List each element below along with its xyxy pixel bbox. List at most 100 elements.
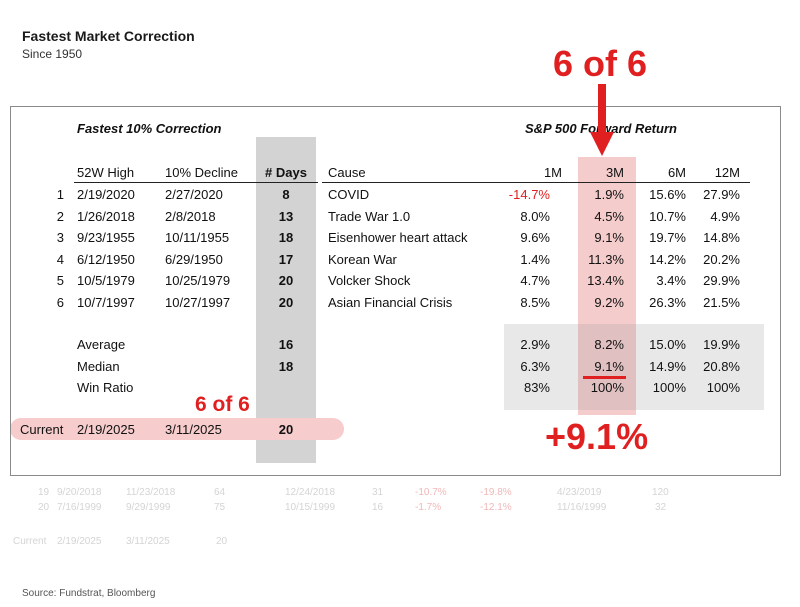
row-12m-return: 29.9%: [703, 273, 740, 288]
summary-12m-average: 19.9%: [703, 337, 740, 352]
source-note: Source: Fundstrat, Bloomberg: [22, 588, 156, 599]
page-title: Fastest Market Correction: [22, 28, 195, 44]
row-1m-return: -14.7%: [508, 187, 550, 202]
median-underline: [583, 376, 626, 379]
row-rank: 3: [56, 230, 64, 245]
row-days: 18: [278, 230, 294, 245]
row-10pct-decline: 10/27/1997: [165, 294, 231, 310]
row-1m-return: 1.4%: [520, 251, 550, 267]
row-6m-return: 10.7%: [649, 208, 686, 224]
row-3m-return: 1.9%: [594, 187, 624, 202]
ghost-n: 16: [372, 502, 384, 513]
row-cause: Asian Financial Crisis: [328, 294, 453, 310]
ghost-decline: 11/23/2018: [126, 487, 176, 498]
summary-6m-win-ratio: 100%: [652, 380, 686, 395]
summary-6m-average: 15.0%: [649, 337, 686, 352]
summary-6m-median: 14.9%: [649, 359, 686, 374]
current-row-highlight: [10, 418, 344, 440]
header-rule-left: [74, 182, 318, 183]
row-52w-high: 6/12/1950: [77, 251, 135, 267]
ghost-rank: 20: [38, 502, 50, 513]
row-rank: 6: [56, 294, 64, 310]
row-6m-return: 19.7%: [649, 230, 686, 245]
left-section-heading: Fastest 10% Correction: [77, 121, 222, 136]
top-callout: 6 of 6: [553, 43, 648, 84]
row-rank: 5: [56, 273, 64, 288]
ghost-current-high: 2/19/2025: [57, 536, 102, 547]
ghost-date2: 11/16/1999: [557, 502, 607, 513]
summary-12m-win-ratio: 100%: [706, 380, 740, 395]
row-1m-return: 9.6%: [520, 230, 550, 245]
median-callout: +9.1%: [545, 416, 649, 457]
row-days: 20: [278, 273, 294, 288]
ghost-current-label: Current: [13, 536, 47, 547]
summary-3m-average: 8.2%: [594, 337, 624, 352]
current-high: 2/19/2025: [77, 422, 135, 437]
row-3m-return: 4.5%: [594, 208, 624, 224]
row-1m-return: 8.5%: [520, 294, 550, 310]
header-rule-right: [322, 182, 750, 183]
row-6m-return: 26.3%: [649, 294, 686, 310]
row-12m-return: 27.9%: [703, 187, 740, 202]
ghost-days: 75: [214, 502, 226, 513]
row-52w-high: 10/5/1979: [77, 273, 135, 288]
ghost-current-days: 20: [216, 536, 228, 547]
summary-label-median: Median: [77, 359, 120, 374]
row-1m-return: 8.0%: [520, 208, 550, 224]
row-12m-return: 20.2%: [703, 251, 740, 267]
ghost-a: -10.7%: [415, 487, 447, 498]
row-6m-return: 3.4%: [656, 273, 686, 288]
ghost-n: 31: [372, 487, 384, 498]
col-header-cause: Cause: [328, 165, 366, 180]
current-label: Current: [20, 422, 64, 437]
row-3m-return: 9.2%: [594, 294, 624, 310]
ghost-b: -12.1%: [480, 502, 512, 513]
row-3m-return: 9.1%: [594, 230, 624, 245]
days-column-highlight: [256, 137, 316, 463]
row-6m-return: 15.6%: [649, 187, 686, 202]
row-52w-high: 2/19/2020: [77, 187, 135, 202]
row-rank: 1: [56, 187, 64, 202]
row-52w-high: 10/7/1997: [77, 294, 135, 310]
col-header-52w-high: 52W High: [77, 165, 135, 180]
row-10pct-decline: 10/25/1979: [165, 273, 231, 288]
row-12m-return: 4.9%: [710, 208, 740, 224]
ghost-decline: 9/29/1999: [126, 502, 171, 513]
row-cause: Volcker Shock: [328, 273, 411, 288]
col-header-days: # Days: [265, 165, 307, 180]
ghost-current-decline: 3/11/2025: [126, 536, 170, 547]
current-days: 20: [278, 422, 294, 437]
current-decline: 3/11/2025: [165, 422, 222, 437]
row-12m-return: 14.8%: [703, 230, 740, 245]
summary-label-average: Average: [77, 337, 126, 352]
days-callout: 6 of 6: [195, 393, 250, 416]
row-52w-high: 9/23/1955: [77, 230, 135, 245]
col-header-10pct-decline: 10% Decline: [165, 165, 238, 180]
row-rank: 2: [56, 208, 64, 224]
summary-days-average: 16: [278, 337, 294, 352]
summary-12m-median: 20.8%: [703, 359, 740, 374]
row-cause: Korean War: [328, 251, 397, 267]
summary-1m-median: 6.3%: [520, 359, 550, 374]
ghost-high: 7/16/1999: [57, 502, 102, 513]
col-header-12m: 12M: [714, 165, 740, 180]
summary-3m-win-ratio: 100%: [590, 380, 624, 395]
row-10pct-decline: 2/27/2020: [165, 187, 223, 202]
row-days: 17: [278, 251, 294, 267]
ghost-recovery: 10/15/1999: [285, 502, 336, 513]
row-6m-return: 14.2%: [649, 251, 686, 267]
summary-days-median: 18: [278, 359, 294, 374]
3m-column-highlight: [578, 157, 636, 415]
col-header-1m: 1M: [543, 165, 562, 180]
row-cause: Trade War 1.0: [328, 208, 411, 224]
row-1m-return: 4.7%: [520, 273, 550, 288]
col-header-3m: 3M: [605, 165, 624, 180]
down-arrow-icon: [590, 84, 614, 156]
row-10pct-decline: 2/8/2018: [165, 208, 216, 224]
summary-3m-median: 9.1%: [594, 359, 624, 374]
table-frame: [10, 106, 781, 476]
row-3m-return: 11.3%: [588, 251, 624, 267]
ghost-a: -1.7%: [415, 502, 442, 513]
row-cause: COVID: [328, 187, 370, 202]
summary-1m-average: 2.9%: [520, 337, 550, 352]
